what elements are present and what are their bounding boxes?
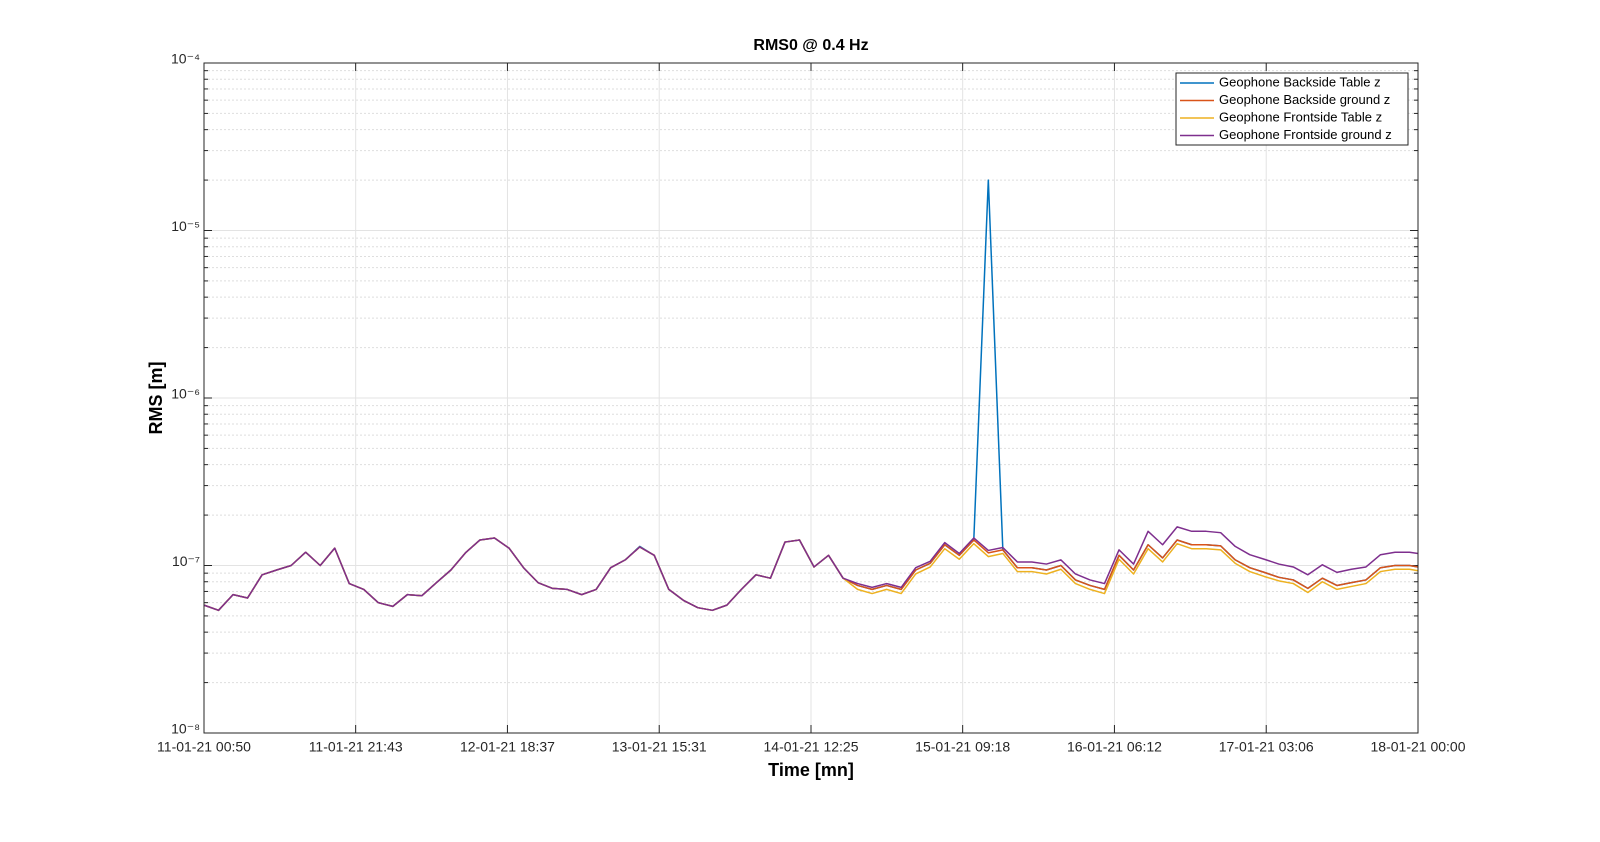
x-tick-label: 11-01-21 00:50 (157, 739, 251, 755)
x-tick-label: 12-01-21 18:37 (460, 739, 555, 755)
legend-label: Geophone Backside Table z (1219, 74, 1381, 89)
legend: Geophone Backside Table z Geophone Backsi… (1175, 72, 1409, 146)
series-line (203, 526, 1419, 612)
y-tick-label: 10⁻⁸ (171, 721, 200, 737)
x-tick-label: 17-01-21 03:06 (1219, 739, 1314, 755)
legend-box (1175, 72, 1409, 146)
x-tick-label: 15-01-21 09:18 (915, 739, 1010, 755)
axes-box (203, 62, 1419, 734)
x-tick-label: 13-01-21 15:31 (612, 739, 707, 755)
x-axis-label: Time [mn] (768, 760, 854, 780)
x-tick-label: 14-01-21 12:25 (764, 739, 859, 755)
x-tick-label: 16-01-21 06:12 (1067, 739, 1162, 755)
x-tick-label: 18-01-21 00:00 (1371, 739, 1466, 755)
legend-label: Geophone Backside ground z (1219, 92, 1390, 107)
legend-label: Geophone Frontside ground z (1219, 127, 1392, 142)
y-tick-label: 10⁻⁵ (171, 218, 200, 234)
y-tick-label: 10⁻⁷ (172, 553, 200, 569)
legend-label: Geophone Frontside Table z (1219, 109, 1382, 124)
y-tick-label: 10⁻⁶ (171, 386, 200, 402)
x-tick-label: 11-01-21 21:43 (309, 739, 403, 755)
chart-title: RMS0 @ 0.4 Hz (753, 37, 868, 54)
y-tick-label: 10⁻⁴ (171, 51, 200, 67)
y-axis-label: RMS [m] (146, 362, 166, 435)
